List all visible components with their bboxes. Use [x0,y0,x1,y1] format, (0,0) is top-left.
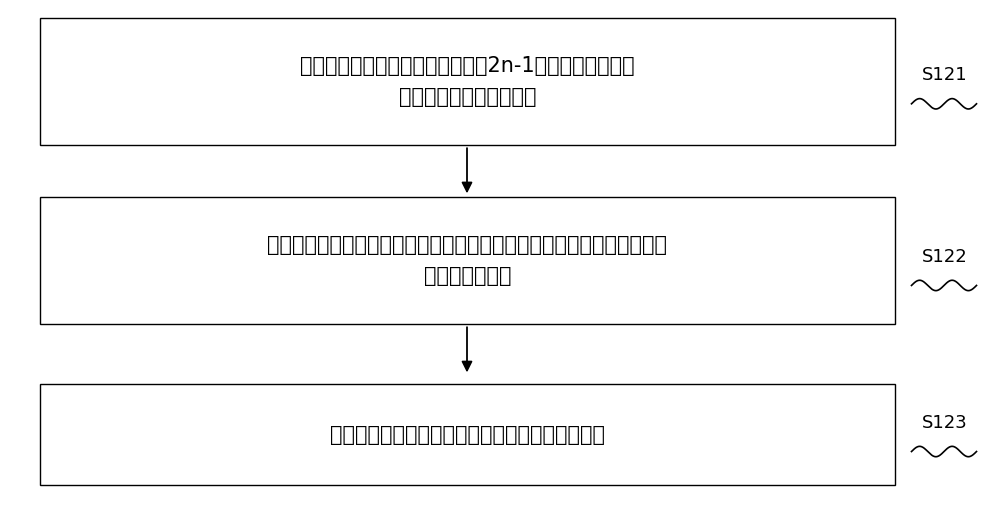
Text: S122: S122 [922,248,968,266]
Text: S123: S123 [922,414,968,432]
Text: 以所述像素点为中心，获取边长为2n-1个像素点的正方形
区域内的像素点的像素值: 以所述像素点为中心，获取边长为2n-1个像素点的正方形 区域内的像素点的像素值 [300,56,635,107]
FancyBboxPatch shape [40,18,895,145]
FancyBboxPatch shape [40,197,895,324]
Text: S121: S121 [922,66,968,84]
Text: 基于所述均值和所述方差计算所述像素点的磨皮值: 基于所述均值和所述方差计算所述像素点的磨皮值 [330,425,605,445]
FancyBboxPatch shape [40,384,895,485]
Text: 计算所述正方形区域内除位于中心的所述像素点的其它所有像素点的像素
值的均值和方差: 计算所述正方形区域内除位于中心的所述像素点的其它所有像素点的像素 值的均值和方差 [267,235,668,286]
